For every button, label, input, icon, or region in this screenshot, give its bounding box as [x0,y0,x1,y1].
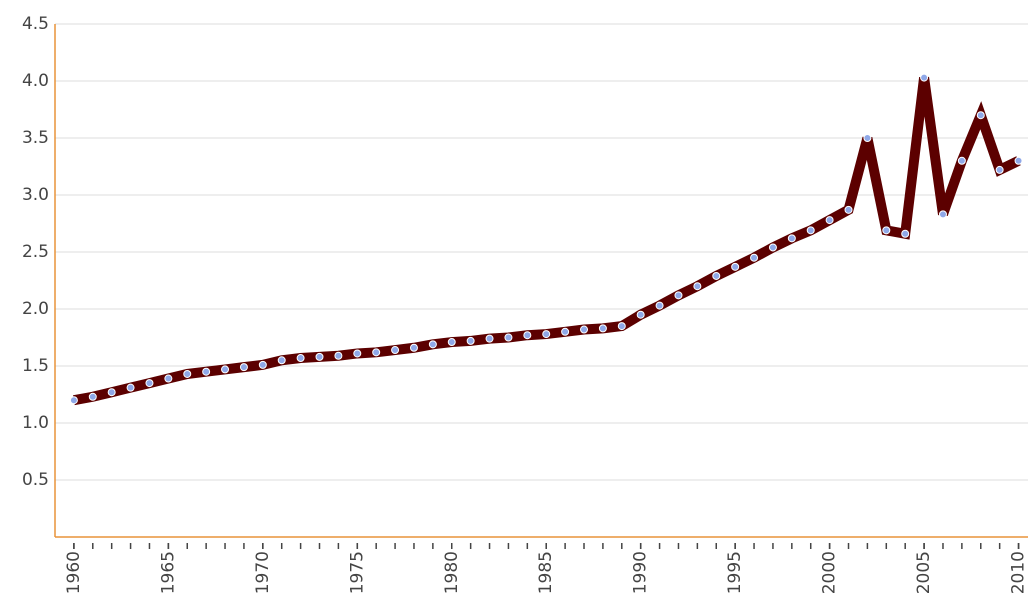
data-point [976,111,985,120]
data-point [750,253,759,262]
data-point [957,156,966,165]
data-point [221,365,230,374]
data-point [466,336,475,345]
data-point [296,354,305,363]
y-tick-label: 2.5 [22,242,49,262]
data-point [825,216,834,225]
data-point [787,234,796,243]
data-point [920,73,929,82]
y-tick-label: 0.5 [22,470,49,490]
x-tick-label: 2000 [820,551,840,594]
y-tick-label: 4.0 [22,71,49,91]
data-point [88,392,97,401]
x-tick-label: 2010 [1009,551,1028,594]
data-point [277,356,286,365]
y-tick-label: 4.5 [22,14,49,34]
x-tick-label: 1990 [631,551,651,594]
data-point [258,360,267,369]
data-point [126,383,135,392]
x-tick-label: 1970 [253,551,273,594]
data-point [485,334,494,343]
data-point [598,324,607,333]
data-point [882,226,891,235]
data-point [938,210,947,219]
data-point [617,322,626,331]
data-point [542,330,551,339]
data-point [712,271,721,280]
data-point [164,374,173,383]
data-point [372,348,381,357]
data-point [693,282,702,291]
data-point [428,340,437,349]
data-line [73,76,1021,406]
x-tick-label: 1960 [64,551,84,594]
data-point [995,165,1004,174]
data-point [844,205,853,214]
data-point [636,310,645,319]
data-point [334,351,343,360]
data-point [69,396,78,405]
x-tick-label: 1975 [347,551,367,594]
x-tick-label: 2005 [914,551,934,594]
data-point [1014,156,1023,165]
data-point [447,338,456,347]
data-point [731,262,740,271]
y-tick-label: 3.5 [22,128,49,148]
data-point [183,369,192,378]
x-tick-label: 1980 [442,551,462,594]
data-point [202,367,211,376]
data-point [580,325,589,334]
data-point [409,343,418,352]
data-point [901,229,910,238]
y-tick-label: 3.0 [22,185,49,205]
data-point [391,346,400,355]
data-point [561,327,570,336]
y-tick-label: 2.0 [22,299,49,319]
x-tick-label: 1965 [158,551,178,594]
data-point [768,243,777,252]
x-tick-label: 1995 [725,551,745,594]
data-point [315,352,324,361]
data-point [523,331,532,340]
data-point [863,134,872,142]
data-point [145,379,154,388]
y-tick-label: 1.0 [22,413,49,433]
data-point [239,363,248,372]
data-point [353,349,362,358]
data-point [107,388,116,397]
data-point [674,291,683,300]
data-point [504,333,513,342]
data-point [655,301,664,310]
data-point [806,226,815,235]
x-tick-label: 1985 [536,551,556,594]
y-tick-label: 1.5 [22,356,49,376]
